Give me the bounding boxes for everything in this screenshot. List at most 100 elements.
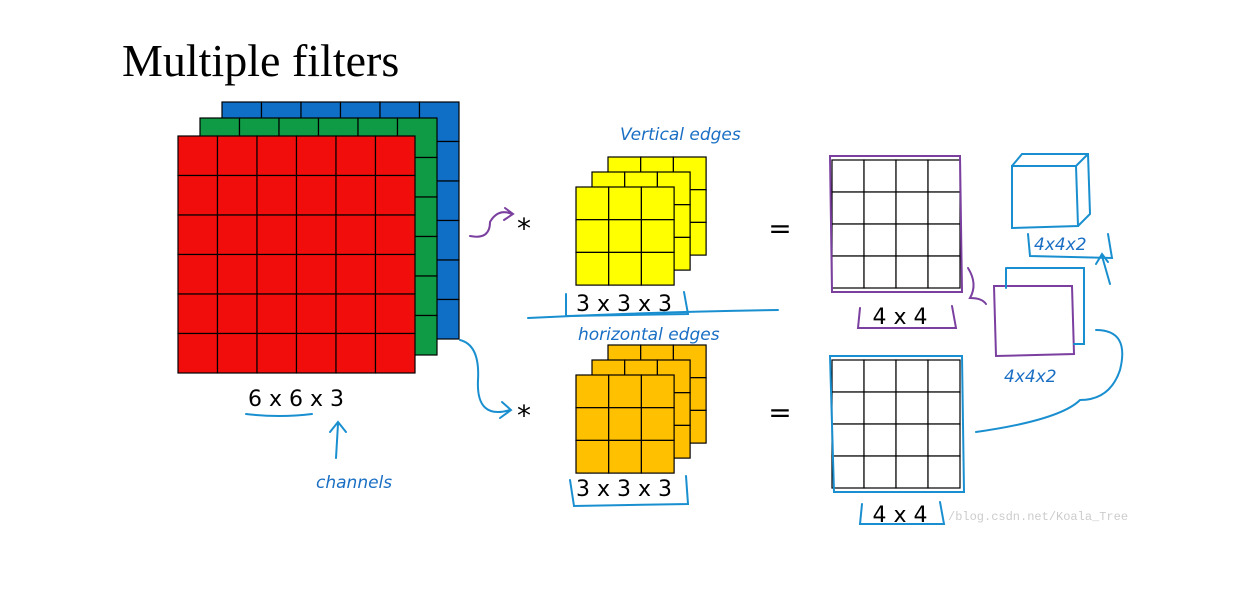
volume bbox=[1011, 153, 1092, 230]
cell bbox=[335, 214, 377, 256]
bracket bbox=[569, 475, 690, 508]
cell bbox=[927, 191, 961, 225]
input-label: 6 x 6 x 3 bbox=[248, 387, 344, 412]
title: Multiple filters bbox=[122, 35, 399, 86]
cell bbox=[863, 455, 897, 489]
cell bbox=[831, 359, 865, 393]
cell bbox=[575, 251, 610, 286]
cell bbox=[831, 455, 865, 489]
vertical-filter bbox=[575, 186, 675, 286]
cell bbox=[863, 359, 897, 393]
cell bbox=[575, 186, 610, 221]
cell bbox=[831, 391, 865, 425]
arrow bbox=[459, 339, 513, 419]
cell bbox=[256, 253, 298, 295]
cell bbox=[295, 332, 337, 374]
cell bbox=[895, 359, 929, 393]
cell bbox=[335, 332, 377, 374]
cell bbox=[863, 191, 897, 225]
cell bbox=[256, 135, 298, 177]
filter-note: horizontal edges bbox=[578, 325, 720, 345]
channels-note: channels bbox=[316, 473, 392, 493]
output-label: 4 x 4 bbox=[873, 305, 928, 330]
cell bbox=[374, 135, 416, 177]
cell bbox=[895, 455, 929, 489]
volume-label: 4x4x2 bbox=[1034, 235, 1087, 255]
cell bbox=[335, 253, 377, 295]
cell bbox=[831, 255, 865, 289]
bracket bbox=[856, 305, 958, 329]
cell bbox=[177, 253, 219, 295]
cell bbox=[895, 423, 929, 457]
cell bbox=[608, 219, 643, 253]
cell bbox=[895, 255, 929, 289]
divider bbox=[527, 309, 779, 319]
cell bbox=[927, 159, 961, 193]
cell bbox=[608, 251, 643, 286]
cell bbox=[640, 407, 675, 442]
filter-note: Vertical edges bbox=[620, 125, 741, 145]
cell bbox=[640, 186, 675, 221]
cell bbox=[295, 293, 337, 335]
cell bbox=[863, 423, 897, 457]
cell bbox=[374, 293, 416, 335]
cell bbox=[216, 293, 258, 335]
stacked-output-label: 4x4x2 bbox=[1004, 367, 1057, 387]
cell bbox=[374, 214, 416, 256]
cell bbox=[927, 223, 961, 257]
cell bbox=[374, 332, 416, 374]
cell bbox=[895, 223, 929, 257]
cell bbox=[608, 374, 643, 409]
cell bbox=[831, 423, 865, 457]
cell bbox=[575, 219, 610, 253]
cell bbox=[256, 214, 298, 256]
cell bbox=[256, 332, 298, 374]
cell bbox=[608, 186, 643, 221]
cell bbox=[335, 135, 377, 177]
cell bbox=[863, 223, 897, 257]
watermark: /blog.csdn.net/Koala_Tree bbox=[948, 510, 1128, 524]
cell bbox=[831, 159, 865, 193]
cell bbox=[927, 391, 961, 425]
stacked-output-back bbox=[1005, 267, 1085, 345]
arrow bbox=[975, 329, 1124, 433]
cell bbox=[335, 293, 377, 335]
cell bbox=[863, 255, 897, 289]
arrow bbox=[329, 420, 347, 459]
cell bbox=[575, 374, 610, 409]
arrow bbox=[469, 207, 515, 238]
cell bbox=[575, 439, 610, 474]
cell bbox=[831, 223, 865, 257]
cell bbox=[295, 214, 337, 256]
bracket bbox=[1027, 233, 1114, 260]
cell bbox=[216, 135, 258, 177]
cell bbox=[177, 135, 219, 177]
cell bbox=[640, 439, 675, 474]
cell bbox=[216, 214, 258, 256]
cell bbox=[895, 391, 929, 425]
cell bbox=[640, 374, 675, 409]
underline bbox=[245, 413, 313, 417]
cell bbox=[256, 293, 298, 335]
cell bbox=[640, 251, 675, 286]
cell bbox=[927, 455, 961, 489]
output-grid bbox=[831, 359, 961, 489]
filter-label: 3 x 3 x 3 bbox=[576, 477, 672, 502]
cell bbox=[216, 253, 258, 295]
bracket bbox=[565, 291, 690, 318]
cell bbox=[640, 219, 675, 253]
cell bbox=[831, 191, 865, 225]
cell bbox=[863, 159, 897, 193]
cell bbox=[295, 135, 337, 177]
equals: = bbox=[768, 396, 791, 429]
outline bbox=[828, 355, 966, 493]
operator: * bbox=[517, 399, 531, 432]
operator: * bbox=[517, 212, 531, 245]
red-channel bbox=[177, 135, 416, 374]
horizontal-filter bbox=[575, 374, 675, 474]
cell bbox=[177, 293, 219, 335]
cell bbox=[374, 174, 416, 216]
cell bbox=[927, 359, 961, 393]
cell bbox=[608, 407, 643, 442]
